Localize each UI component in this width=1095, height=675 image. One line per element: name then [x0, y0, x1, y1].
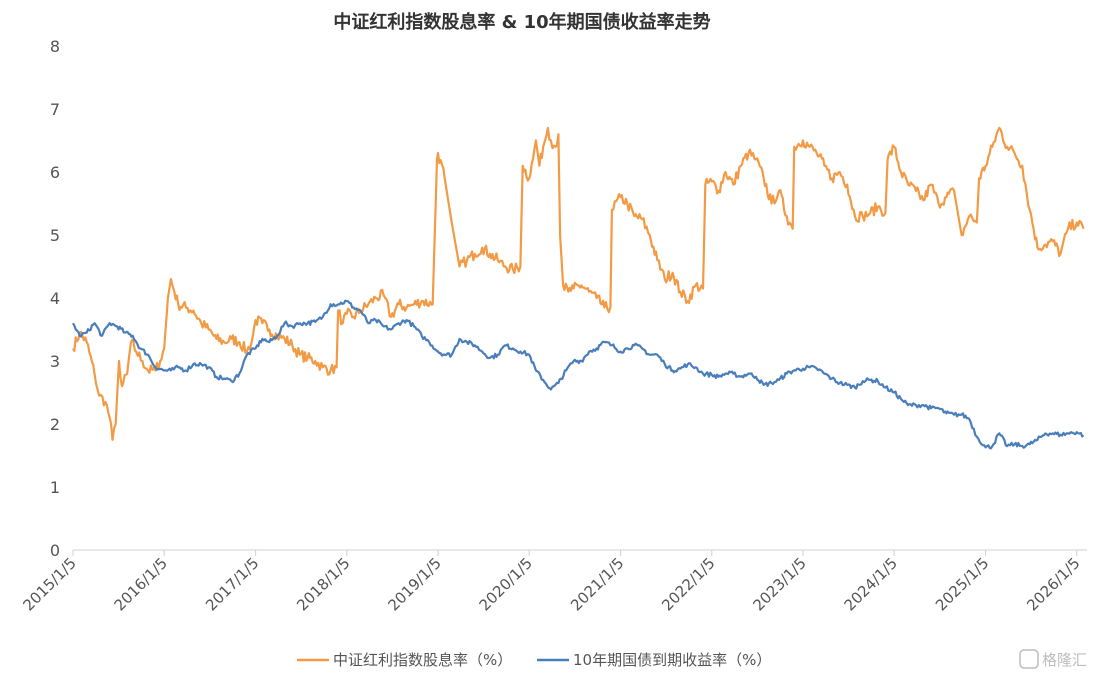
legend-label: 中证红利指数股息率（%） — [333, 651, 512, 669]
y-tick-label: 1 — [50, 478, 60, 497]
x-tick-label: 2025/1/5 — [932, 554, 992, 614]
x-tick-label: 2021/1/5 — [567, 554, 627, 614]
legend-label: 10年期国债到期收益率（%） — [573, 651, 771, 669]
watermark-text: 格隆汇 — [1042, 651, 1087, 669]
y-tick-label: 3 — [50, 352, 60, 371]
y-tick-label: 7 — [50, 100, 60, 119]
chart-title: 中证红利指数股息率 & 10年期国债收益率走势 — [333, 11, 710, 33]
legend: 中证红利指数股息率（%） 10年期国债到期收益率（%） — [297, 651, 771, 669]
series-line-1 — [72, 126, 1085, 441]
x-tick-label: 2022/1/5 — [658, 554, 718, 614]
x-tick-label: 2023/1/5 — [749, 554, 809, 614]
watermark: 格隆汇 — [1019, 649, 1087, 669]
y-axis: 0 1 2 3 4 5 6 7 8 — [50, 37, 60, 560]
x-tick-label: 2017/1/5 — [202, 554, 262, 614]
y-tick-label: 5 — [50, 226, 60, 245]
y-tick-label: 6 — [50, 163, 60, 182]
watermark-logo-icon — [1019, 649, 1039, 669]
x-tick-label: 2024/1/5 — [841, 554, 901, 614]
series-line-2 — [72, 299, 1085, 450]
x-tick-label: 2026/1/5 — [1023, 554, 1083, 614]
x-tick-label: 2018/1/5 — [293, 554, 353, 614]
y-tick-label: 4 — [50, 289, 60, 308]
x-tick-labels: 2015/1/5 2016/1/5 2017/1/5 2018/1/5 2019/1/5… — [19, 550, 1084, 614]
x-tick-label: 2015/1/5 — [19, 554, 79, 614]
x-tick-label: 2016/1/5 — [111, 554, 171, 614]
y-tick-label: 2 — [50, 415, 60, 434]
plot-area — [72, 126, 1085, 450]
x-tick-label: 2019/1/5 — [384, 554, 444, 614]
y-tick-label: 0 — [50, 541, 60, 560]
x-tick-label: 2020/1/5 — [476, 554, 536, 614]
y-tick-label: 8 — [50, 37, 60, 56]
